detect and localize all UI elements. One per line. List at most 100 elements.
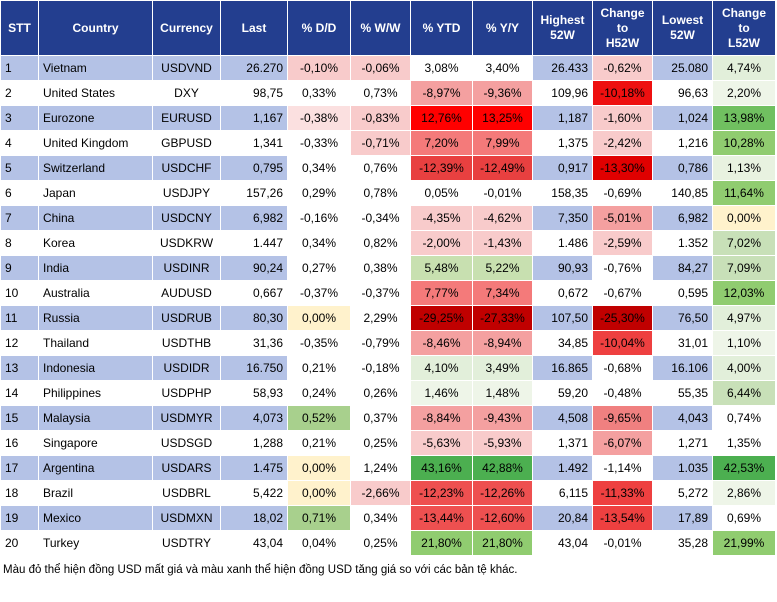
table-cell: 158,35 bbox=[532, 180, 593, 206]
table-cell: 35,28 bbox=[652, 530, 713, 556]
table-cell: 0,34% bbox=[287, 155, 351, 181]
table-cell: -9,43% bbox=[472, 405, 533, 431]
table-cell: 107,50 bbox=[532, 305, 593, 331]
table-cell: 42,88% bbox=[472, 455, 533, 481]
table-cell: 1,48% bbox=[472, 380, 533, 406]
table-cell: United Kingdom bbox=[38, 130, 153, 156]
table-cell: -8,94% bbox=[472, 330, 533, 356]
column-header: % YTD bbox=[410, 0, 473, 56]
table-cell: USDVND bbox=[152, 55, 221, 81]
column-header: Country bbox=[38, 0, 153, 56]
table-cell: -2,00% bbox=[410, 230, 473, 256]
table-cell: 0,71% bbox=[287, 505, 351, 531]
table-cell: 0,672 bbox=[532, 280, 593, 306]
column-header: % Y/Y bbox=[472, 0, 533, 56]
table-cell: -0,35% bbox=[287, 330, 351, 356]
table-cell: 0,29% bbox=[287, 180, 351, 206]
table-cell: -0,67% bbox=[592, 280, 653, 306]
table-cell: 1,167 bbox=[220, 105, 288, 131]
table-cell: 76,50 bbox=[652, 305, 713, 331]
table-cell: -0,62% bbox=[592, 55, 653, 81]
table-cell: EURUSD bbox=[152, 105, 221, 131]
table-cell: Brazil bbox=[38, 480, 153, 506]
table-cell: 80,30 bbox=[220, 305, 288, 331]
table-cell: 0,05% bbox=[410, 180, 473, 206]
table-cell: -2,59% bbox=[592, 230, 653, 256]
table-cell: -13,54% bbox=[592, 505, 653, 531]
table-row: 18 Brazil USDBRL 5,422 0,00% -2,66% -12,23% -12… bbox=[0, 480, 776, 506]
table-cell: GBPUSD bbox=[152, 130, 221, 156]
table-cell: 0,33% bbox=[287, 80, 351, 106]
table-cell: -0,16% bbox=[287, 205, 351, 231]
table-cell: -10,04% bbox=[592, 330, 653, 356]
table-cell: 43,16% bbox=[410, 455, 473, 481]
table-cell: 1,288 bbox=[220, 430, 288, 456]
table-cell: -0,83% bbox=[350, 105, 411, 131]
table-cell: 3 bbox=[0, 105, 39, 131]
table-cell: -11,33% bbox=[592, 480, 653, 506]
table-cell: 4 bbox=[0, 130, 39, 156]
table-cell: 0,25% bbox=[350, 430, 411, 456]
table-cell: -4,62% bbox=[472, 205, 533, 231]
table-cell: 157,26 bbox=[220, 180, 288, 206]
table-cell: 43,04 bbox=[532, 530, 593, 556]
table-cell: 1,24% bbox=[350, 455, 411, 481]
table-cell: -0,79% bbox=[350, 330, 411, 356]
table-row: 8 Korea USDKRW 1.447 0,34% 0,82% -2,00% -1,43% 1… bbox=[0, 230, 776, 256]
table-cell: USDMXN bbox=[152, 505, 221, 531]
table-cell: 58,93 bbox=[220, 380, 288, 406]
table-cell: Malaysia bbox=[38, 405, 153, 431]
table-cell: 42,53% bbox=[712, 455, 776, 481]
table-cell: 1.475 bbox=[220, 455, 288, 481]
table-cell: 0,667 bbox=[220, 280, 288, 306]
table-cell: 0,00% bbox=[287, 480, 351, 506]
table-cell: -0,01% bbox=[592, 530, 653, 556]
table-cell: United States bbox=[38, 80, 153, 106]
table-cell: 13 bbox=[0, 355, 39, 381]
table-cell: 26.433 bbox=[532, 55, 593, 81]
table-cell: 17,89 bbox=[652, 505, 713, 531]
table-cell: -9,36% bbox=[472, 80, 533, 106]
column-header: Last bbox=[220, 0, 288, 56]
table-cell: 16.865 bbox=[532, 355, 593, 381]
table-cell: 17 bbox=[0, 455, 39, 481]
table-cell: -1,43% bbox=[472, 230, 533, 256]
table-cell: -12,39% bbox=[410, 155, 473, 181]
table-cell: -5,01% bbox=[592, 205, 653, 231]
table-row: 15 Malaysia USDMYR 4,073 0,52% 0,37% -8,84% -9,… bbox=[0, 405, 776, 431]
table-cell: 0,27% bbox=[287, 255, 351, 281]
table-cell: -25,30% bbox=[592, 305, 653, 331]
table-cell: USDCHF bbox=[152, 155, 221, 181]
table-row: 4 United Kingdom GBPUSD 1,341 -0,33% -0,71% 7,… bbox=[0, 130, 776, 156]
table-cell: 7,20% bbox=[410, 130, 473, 156]
table-cell: 0,917 bbox=[532, 155, 593, 181]
table-cell: -8,46% bbox=[410, 330, 473, 356]
table-cell: 12,76% bbox=[410, 105, 473, 131]
table-cell: -2,66% bbox=[350, 480, 411, 506]
table-cell: 4,10% bbox=[410, 355, 473, 381]
table-cell: 0,34% bbox=[287, 230, 351, 256]
table-cell: 10,28% bbox=[712, 130, 776, 156]
table-cell: 1,187 bbox=[532, 105, 593, 131]
table-cell: 21,80% bbox=[472, 530, 533, 556]
table-cell: -13,30% bbox=[592, 155, 653, 181]
table-cell: 7,02% bbox=[712, 230, 776, 256]
table-cell: 0,52% bbox=[287, 405, 351, 431]
table-cell: 16 bbox=[0, 430, 39, 456]
column-header: Currency bbox=[152, 0, 221, 56]
table-cell: 1.035 bbox=[652, 455, 713, 481]
table-cell: Vietnam bbox=[38, 55, 153, 81]
table-cell: Thailand bbox=[38, 330, 153, 356]
table-cell: -0,33% bbox=[287, 130, 351, 156]
table-cell: Turkey bbox=[38, 530, 153, 556]
table-cell: -29,25% bbox=[410, 305, 473, 331]
table-cell: -0,06% bbox=[350, 55, 411, 81]
table-cell: 19 bbox=[0, 505, 39, 531]
table-cell: -8,84% bbox=[410, 405, 473, 431]
table-cell: -27,33% bbox=[472, 305, 533, 331]
table-cell: Argentina bbox=[38, 455, 153, 481]
table-cell: USDMYR bbox=[152, 405, 221, 431]
table-cell: 1,371 bbox=[532, 430, 593, 456]
table-cell: 5,22% bbox=[472, 255, 533, 281]
table-cell: 0,24% bbox=[287, 380, 351, 406]
